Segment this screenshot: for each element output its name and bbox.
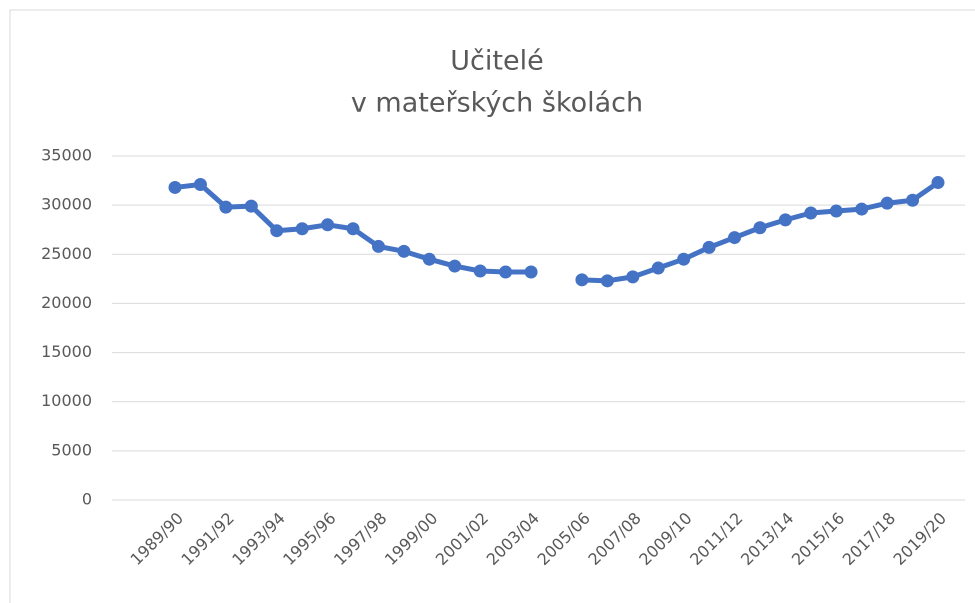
marker — [626, 270, 640, 284]
marker — [371, 239, 385, 253]
marker — [906, 193, 920, 207]
marker — [728, 231, 742, 245]
y-tick-label: 15000 — [41, 342, 92, 361]
y-tick-label: 35000 — [41, 146, 92, 165]
marker — [829, 204, 843, 218]
y-tick-label: 0 — [82, 490, 92, 509]
marker — [193, 178, 207, 192]
marker — [499, 265, 513, 279]
marker — [524, 265, 538, 279]
marker — [600, 274, 614, 288]
marker — [295, 222, 309, 236]
marker — [855, 202, 869, 216]
marker — [931, 176, 945, 190]
marker — [804, 206, 818, 220]
marker — [880, 196, 894, 210]
chart-border — [9, 9, 975, 603]
marker — [677, 252, 691, 266]
y-tick-label: 5000 — [51, 440, 92, 459]
marker — [575, 273, 589, 287]
chart-title: v mateřských školách — [351, 88, 643, 119]
y-tick-label: 20000 — [41, 293, 92, 312]
marker — [651, 261, 665, 275]
y-tick-label: 25000 — [41, 244, 92, 263]
marker — [702, 240, 716, 254]
marker — [753, 221, 767, 235]
y-tick-label: 30000 — [41, 195, 92, 214]
marker — [270, 224, 284, 238]
marker — [219, 200, 233, 214]
marker — [473, 264, 487, 278]
chart-title: Učitelé — [450, 46, 543, 77]
y-tick-label: 10000 — [41, 391, 92, 410]
marker — [346, 222, 360, 236]
marker — [778, 213, 792, 227]
marker — [321, 218, 335, 232]
marker — [397, 244, 411, 258]
marker — [244, 199, 258, 213]
marker — [448, 259, 462, 273]
marker — [422, 252, 436, 266]
marker — [168, 180, 182, 194]
